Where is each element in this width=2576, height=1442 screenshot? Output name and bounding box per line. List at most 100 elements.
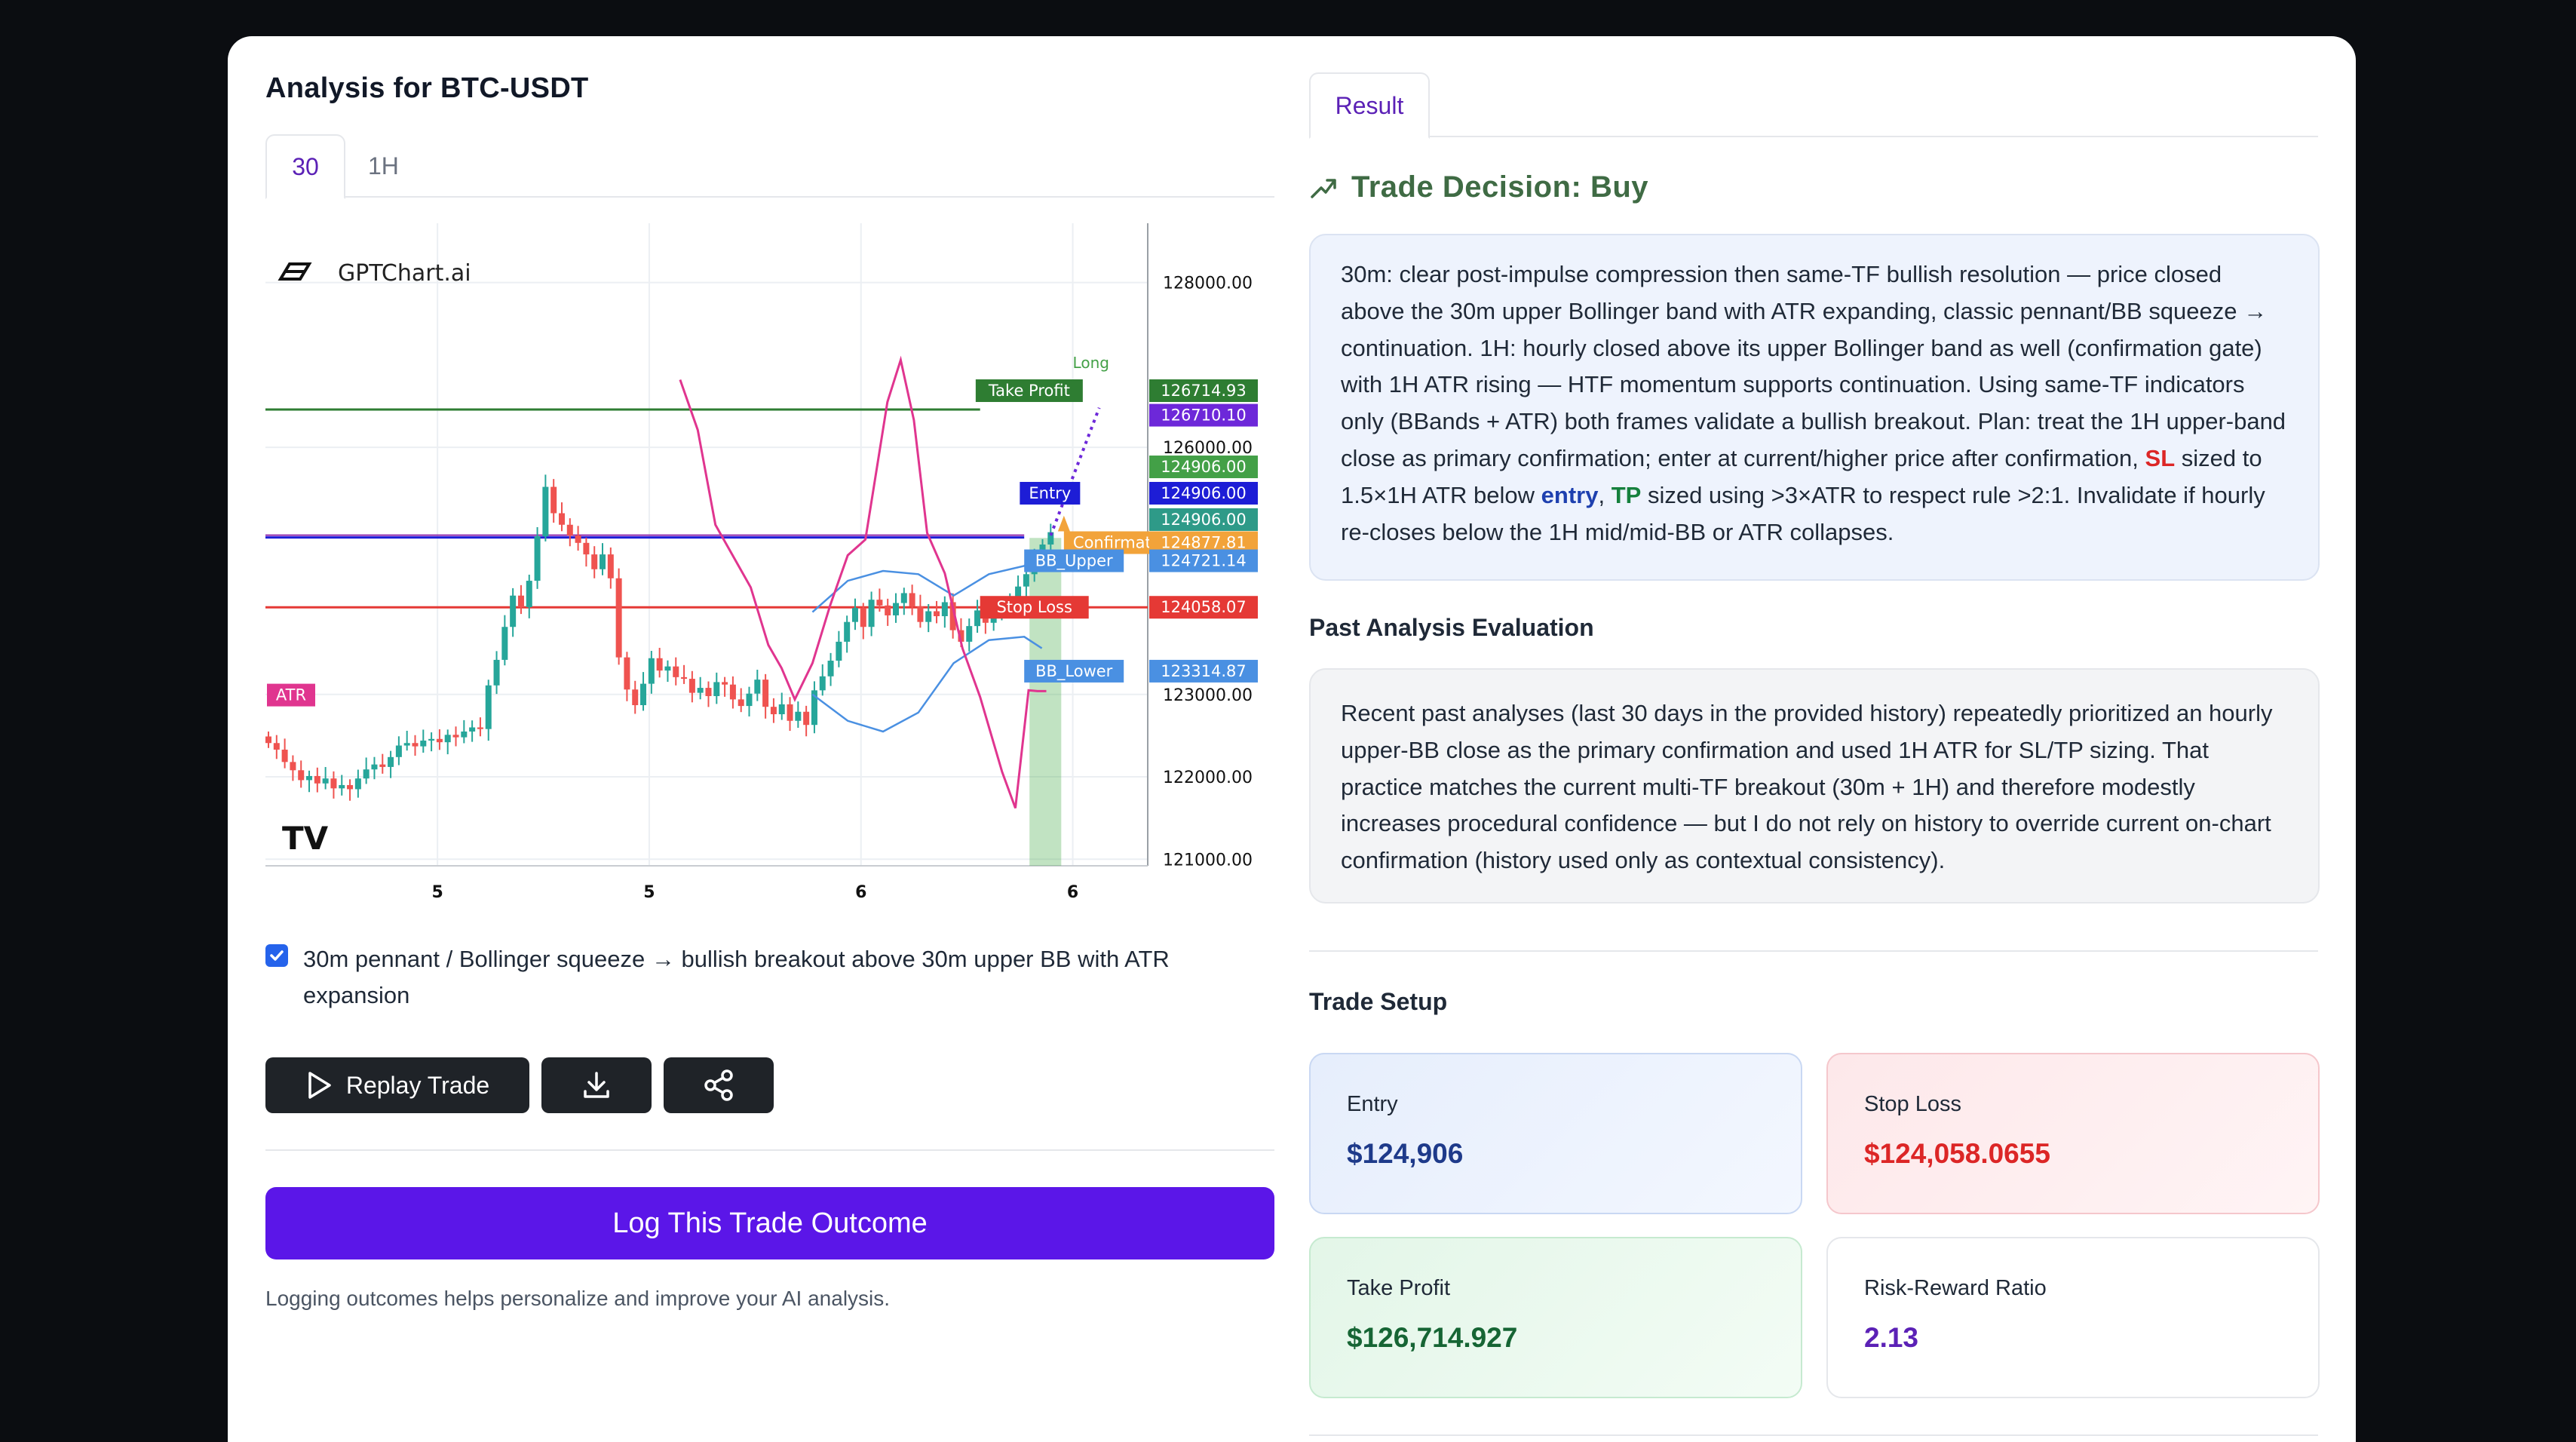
price-chart[interactable]: 5 5 6 6 128000.00 126000.00 123000.00 122000.00… (265, 223, 1276, 905)
bb-upper-price-bg (1149, 549, 1258, 572)
candle (607, 554, 614, 578)
pattern-checkbox[interactable] (265, 944, 288, 967)
trade-decision: Trade Decision: Buy (1309, 170, 1648, 204)
bb-upper-tag-text: BB_Upper (1035, 552, 1113, 571)
entry-label: Entry (1347, 1092, 1398, 1116)
candle (909, 593, 915, 606)
atr-tag-text: ATR (276, 686, 306, 704)
replay-trade-button[interactable]: Replay Trade (265, 1057, 529, 1113)
candle (436, 738, 443, 743)
risk-reward-value: 2.13 (1864, 1322, 1919, 1353)
candle (501, 627, 508, 660)
result-tabs: Result (1309, 72, 2318, 139)
trending-up-icon (1311, 178, 1336, 198)
take-profit-price: 126714.93 (1149, 379, 1258, 403)
pattern-item[interactable]: 30m pennant / Bollinger squeeze → bullis… (265, 941, 1276, 1014)
tab-1h[interactable]: 1H (368, 152, 399, 179)
check-icon (270, 950, 284, 961)
entry-price-alt-text: 124906.00 (1161, 458, 1247, 476)
confirmation-arrow-icon (1057, 515, 1070, 532)
candle (566, 524, 573, 535)
candle (388, 756, 394, 767)
candle (860, 608, 866, 627)
take-profit-price-text: 126714.93 (1161, 382, 1247, 400)
candle (347, 784, 354, 790)
stop-loss-label: Stop Loss (1864, 1092, 1961, 1116)
tab-30[interactable]: 30 (265, 134, 345, 199)
candle (379, 764, 386, 767)
candle (575, 535, 581, 543)
entry-tag: Entry (1020, 481, 1081, 505)
candle (770, 707, 777, 715)
projection-path (1049, 407, 1101, 536)
entry-price: 124906.00 (1149, 481, 1258, 505)
candle (925, 611, 932, 622)
atr-tag-bg (267, 683, 315, 707)
take-profit-card: Take Profit $126,714.927 (1309, 1237, 1802, 1398)
entry-tag-bg (1020, 481, 1081, 505)
candle (811, 690, 817, 726)
download-button[interactable] (541, 1057, 652, 1113)
stop-loss-tag: Stop Loss (980, 596, 1089, 619)
candle (762, 680, 769, 707)
stop-loss-price: 124058.07 (1149, 596, 1258, 619)
stop-loss-tag-text: Stop Loss (996, 598, 1072, 616)
candle (795, 711, 802, 721)
bb-lower-tag: BB_Lower (1024, 659, 1124, 683)
divider (1309, 950, 2318, 952)
candle (583, 542, 590, 555)
candle (452, 735, 459, 738)
candle (966, 626, 973, 642)
rationale-text: sized to 1.5×1H ATR below (1341, 444, 2262, 508)
y-tick-label: 121000.00 (1163, 851, 1253, 870)
atr-tag: ATR (267, 683, 315, 707)
take-profit-value: $126,714.927 (1347, 1322, 1518, 1353)
bb-upper-line (811, 548, 1043, 613)
gptchart-brand: GPTChart.ai (338, 260, 471, 287)
bb-lower-tag-text: BB_Lower (1035, 662, 1113, 681)
candle (281, 749, 288, 762)
candle (827, 661, 834, 677)
candle (787, 704, 793, 721)
candle (673, 666, 679, 677)
bb-lower-price-bg (1149, 659, 1258, 683)
candle (477, 727, 483, 729)
x-tick-label: 6 (1067, 883, 1078, 902)
stop-loss-value: $124,058.0655 (1864, 1138, 2050, 1169)
candle (713, 682, 720, 696)
bb-lower-tag-bg (1024, 659, 1124, 683)
candle (1023, 574, 1029, 587)
candle (600, 554, 606, 569)
candle (893, 603, 900, 615)
divider (1309, 1434, 2318, 1436)
candle (990, 615, 997, 623)
candle (876, 600, 883, 606)
share-button[interactable] (664, 1057, 774, 1113)
rationale-text: sized using >3×ATR to respect rule >2:1.… (1341, 481, 2265, 545)
log-trade-outcome-button[interactable]: Log This Trade Outcome (265, 1187, 1274, 1259)
candle (339, 784, 345, 789)
entry-price-alt-bg (1149, 508, 1258, 531)
target-price-text: 126710.10 (1161, 407, 1247, 425)
entry-value: $124,906 (1347, 1138, 1464, 1169)
trade-rationale: 30m: clear post-impulse compression then… (1309, 234, 2320, 581)
candle (885, 605, 891, 615)
share-icon (704, 1069, 733, 1101)
candle (697, 688, 704, 693)
candle (640, 683, 647, 705)
candle (444, 735, 451, 743)
tab-result[interactable]: Result (1309, 72, 1430, 139)
x-tick-label: 5 (431, 883, 443, 902)
candle (754, 680, 761, 694)
candle (941, 602, 948, 617)
bb-lower-price-text: 123314.87 (1161, 662, 1247, 680)
rationale-tp: TP (1611, 481, 1642, 508)
trade-setup-title: Trade Setup (1309, 988, 1448, 1015)
entry-price-alt-bg (1149, 456, 1258, 479)
entry-price-alt-text: 124906.00 (1161, 511, 1247, 529)
tradingview-logo-mark: TV (282, 820, 329, 857)
play-icon (308, 1072, 331, 1099)
chart-canvas[interactable]: 5 5 6 6 128000.00 126000.00 123000.00 122000.00… (265, 223, 1276, 905)
stop-loss-tag-bg (980, 596, 1089, 619)
risk-reward-label: Risk-Reward Ratio (1864, 1276, 2047, 1300)
